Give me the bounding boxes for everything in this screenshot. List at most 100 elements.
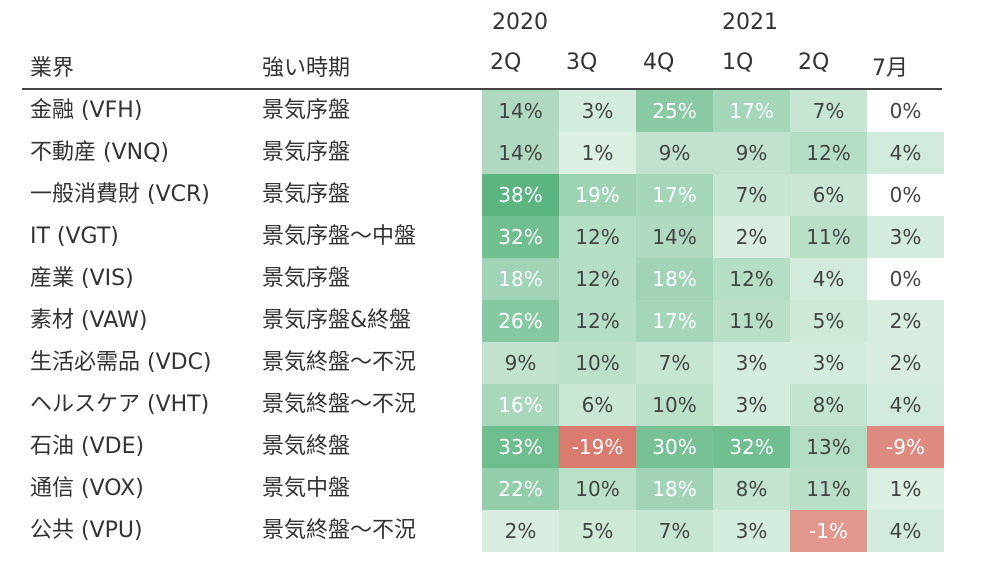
value-cell: -1% — [790, 510, 867, 552]
value-cell: 10% — [636, 384, 713, 426]
value-cell: 4% — [867, 510, 944, 552]
strong-period-label: 景気終盤〜不況 — [262, 350, 417, 375]
table-row: 一般消費財 (VCR) 景気序盤 38% 19% 17% 7% 6% 0% — [0, 174, 996, 216]
value-cell: 2% — [867, 300, 944, 342]
sector-label: 産業 (VIS) — [30, 266, 134, 291]
strong-period-label: 景気終盤 — [262, 434, 351, 459]
value-cell: 18% — [636, 468, 713, 510]
value-cell: 17% — [636, 174, 713, 216]
sector-label: 公共 (VPU) — [30, 518, 143, 543]
strong-period-label: 景気序盤〜中盤 — [262, 224, 417, 249]
value-cell: 11% — [790, 216, 867, 258]
value-cell: 12% — [559, 300, 636, 342]
value-cell: 18% — [636, 258, 713, 300]
value-cell: 32% — [482, 216, 559, 258]
value-cell: 7% — [636, 342, 713, 384]
value-cell: 11% — [713, 300, 790, 342]
sector-label: 生活必需品 (VDC) — [30, 350, 212, 375]
value-cell: 4% — [867, 132, 944, 174]
sector-label: 不動産 (VNQ) — [30, 140, 169, 165]
value-cell: 17% — [636, 300, 713, 342]
value-cell: 3% — [713, 384, 790, 426]
table-row: 石油 (VDE) 景気終盤 33% -19% 30% 32% 13% -9% — [0, 426, 996, 468]
value-cell: 0% — [867, 258, 944, 300]
table-row: IT (VGT) 景気序盤〜中盤 32% 12% 14% 2% 11% 3% — [0, 216, 996, 258]
value-cell: 7% — [636, 510, 713, 552]
value-cell: 7% — [713, 174, 790, 216]
value-cell: 3% — [713, 510, 790, 552]
table-row: 通信 (VOX) 景気中盤 22% 10% 18% 8% 11% 1% — [0, 468, 996, 510]
value-cell: 9% — [713, 132, 790, 174]
sector-label: ヘルスケア (VHT) — [30, 392, 210, 417]
value-cell: 12% — [559, 216, 636, 258]
value-cell: 17% — [713, 90, 790, 132]
header-divider — [22, 88, 942, 90]
year-label-2020: 2020 — [492, 10, 548, 35]
value-cell: 22% — [482, 468, 559, 510]
value-cell: 5% — [790, 300, 867, 342]
strong-period-label: 景気序盤 — [262, 98, 351, 123]
value-cell: 6% — [559, 384, 636, 426]
header-2020-3q: 3Q — [566, 50, 598, 75]
value-cell: 32% — [713, 426, 790, 468]
value-cell: 1% — [867, 468, 944, 510]
table-row: 生活必需品 (VDC) 景気終盤〜不況 9% 10% 7% 3% 3% 2% — [0, 342, 996, 384]
value-cell: 3% — [790, 342, 867, 384]
strong-period-label: 景気序盤 — [262, 266, 351, 291]
sector-label: 金融 (VFH) — [30, 98, 143, 123]
value-cell: 3% — [559, 90, 636, 132]
value-cell: 14% — [482, 132, 559, 174]
table-row: 産業 (VIS) 景気序盤 18% 12% 18% 12% 4% 0% — [0, 258, 996, 300]
strong-period-label: 景気中盤 — [262, 476, 351, 501]
header-2021-2q: 2Q — [798, 50, 830, 75]
value-cell: 38% — [482, 174, 559, 216]
header-sector: 業界 — [30, 56, 75, 81]
year-label-2021: 2021 — [722, 10, 778, 35]
sector-label: 一般消費財 (VCR) — [30, 182, 210, 207]
value-cell: 8% — [790, 384, 867, 426]
table-row: 素材 (VAW) 景気序盤&終盤 26% 12% 17% 11% 5% 2% — [0, 300, 996, 342]
value-cell: 13% — [790, 426, 867, 468]
value-cell: 10% — [559, 342, 636, 384]
value-cell: 10% — [559, 468, 636, 510]
value-cell: 4% — [790, 258, 867, 300]
sector-label: IT (VGT) — [30, 224, 119, 249]
header-2021-1q: 1Q — [722, 50, 754, 75]
header-july: 7月 — [872, 56, 908, 81]
value-cell: 19% — [559, 174, 636, 216]
table-row: 不動産 (VNQ) 景気序盤 14% 1% 9% 9% 12% 4% — [0, 132, 996, 174]
header-2020-2q: 2Q — [490, 50, 522, 75]
value-cell: 18% — [482, 258, 559, 300]
strong-period-label: 景気序盤&終盤 — [262, 308, 412, 333]
value-cell: 3% — [713, 342, 790, 384]
value-cell: 2% — [867, 342, 944, 384]
header-2020-4q: 4Q — [643, 50, 675, 75]
table-row: 公共 (VPU) 景気終盤〜不況 2% 5% 7% 3% -1% 4% — [0, 510, 996, 552]
table-row: 金融 (VFH) 景気序盤 14% 3% 25% 17% 7% 0% — [0, 90, 996, 132]
value-cell: -9% — [867, 426, 944, 468]
table-row: ヘルスケア (VHT) 景気終盤〜不況 16% 6% 10% 3% 8% 4% — [0, 384, 996, 426]
value-cell: 14% — [482, 90, 559, 132]
value-cell: 2% — [482, 510, 559, 552]
value-cell: 5% — [559, 510, 636, 552]
sector-label: 通信 (VOX) — [30, 476, 144, 501]
value-cell: 33% — [482, 426, 559, 468]
value-cell: 0% — [867, 90, 944, 132]
value-cell: 1% — [559, 132, 636, 174]
value-cell: 4% — [867, 384, 944, 426]
strong-period-label: 景気序盤 — [262, 182, 351, 207]
strong-period-label: 景気序盤 — [262, 140, 351, 165]
value-cell: 11% — [790, 468, 867, 510]
sector-label: 石油 (VDE) — [30, 434, 145, 459]
value-cell: 6% — [790, 174, 867, 216]
value-cell: 0% — [867, 174, 944, 216]
value-cell: 3% — [867, 216, 944, 258]
value-cell: 12% — [790, 132, 867, 174]
strong-period-label: 景気終盤〜不況 — [262, 518, 417, 543]
value-cell: 7% — [790, 90, 867, 132]
value-cell: 12% — [559, 258, 636, 300]
value-cell: 2% — [713, 216, 790, 258]
value-cell: 30% — [636, 426, 713, 468]
strong-period-label: 景気終盤〜不況 — [262, 392, 417, 417]
sector-label: 素材 (VAW) — [30, 308, 148, 333]
